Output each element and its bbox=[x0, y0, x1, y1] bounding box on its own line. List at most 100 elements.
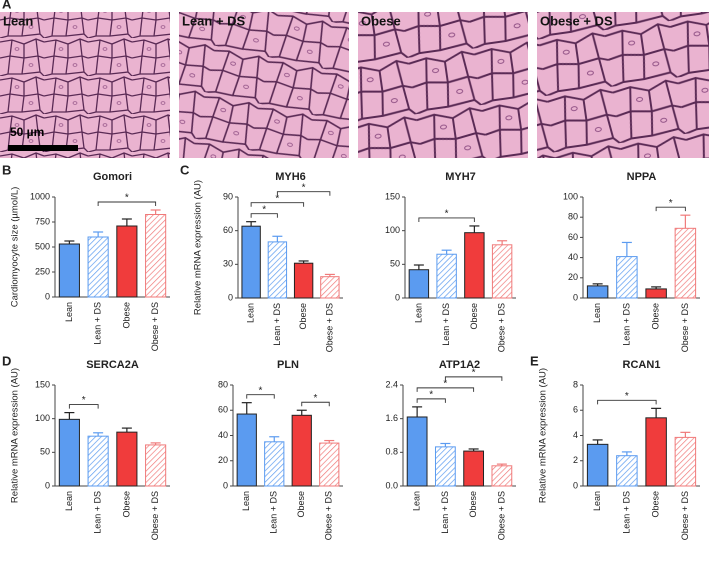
y-tick-label: 0 bbox=[228, 292, 233, 302]
bar bbox=[87, 236, 109, 298]
y-tick-label: 0 bbox=[223, 480, 228, 490]
bar bbox=[116, 225, 138, 298]
bar bbox=[267, 241, 288, 299]
x-tick-label: Lean bbox=[241, 491, 251, 511]
x-tick-label: Lean + DS bbox=[269, 491, 279, 534]
y-tick-label: 80 bbox=[218, 379, 228, 389]
y-tick-label: 100 bbox=[563, 191, 578, 201]
y-axis-label: Relative mRNA expression (AU) bbox=[10, 368, 21, 503]
chart-title: ATP1A2 bbox=[439, 359, 480, 371]
x-tick-label: Lean bbox=[64, 302, 74, 322]
significance-label: * bbox=[82, 395, 86, 406]
bar bbox=[145, 444, 167, 487]
significance-label: * bbox=[669, 198, 673, 209]
x-tick-label: Lean bbox=[592, 491, 602, 511]
significance-bracket bbox=[250, 213, 278, 218]
bar-chart: PLN 0 20 40 60 80 Lean Lean + DS Obese Obese + DS… bbox=[218, 359, 343, 540]
x-tick-label: Lean + DS bbox=[272, 303, 282, 346]
histology-label: Lean + DS bbox=[182, 14, 246, 29]
bar bbox=[586, 285, 609, 299]
bar bbox=[236, 413, 257, 487]
significance-label: * bbox=[262, 204, 266, 215]
bar bbox=[674, 436, 697, 487]
chart-title: PLN bbox=[277, 359, 299, 371]
y-tick-label: 0 bbox=[573, 480, 578, 490]
histology-image bbox=[179, 12, 349, 158]
x-tick-label: Lean bbox=[246, 303, 256, 323]
chart-title: NPPA bbox=[627, 171, 657, 183]
significance-bracket bbox=[276, 191, 331, 196]
y-tick-label: 100 bbox=[35, 413, 50, 423]
histology-label: Obese bbox=[361, 14, 401, 29]
y-tick-label: 0 bbox=[45, 291, 50, 301]
bar bbox=[645, 417, 667, 487]
y-axis-label: Relative mRNA expression (AU) bbox=[538, 368, 549, 503]
y-tick-label: 0.8 bbox=[385, 447, 398, 457]
scale-bar-label: 50 µm bbox=[10, 125, 44, 139]
bar bbox=[674, 227, 697, 299]
bar bbox=[463, 450, 485, 487]
bar bbox=[406, 416, 428, 487]
y-tick-label: 250 bbox=[35, 266, 50, 276]
bar bbox=[319, 442, 340, 487]
x-tick-label: Obese + DS bbox=[680, 303, 690, 352]
y-tick-label: 90 bbox=[223, 191, 233, 201]
y-tick-label: 60 bbox=[568, 232, 578, 242]
y-tick-label: 50 bbox=[390, 259, 400, 269]
bar-chart: ATP1A2 0.0 0.8 1.6 2.4 Lean Lean + DS Obese Obes… bbox=[385, 359, 516, 540]
significance-bracket bbox=[416, 398, 446, 403]
x-tick-label: Obese + DS bbox=[680, 491, 690, 540]
x-tick-label: Lean + DS bbox=[621, 303, 631, 346]
y-axis-label: Relative mRNA expression (AU) bbox=[193, 180, 204, 315]
y-tick-label: 30 bbox=[223, 259, 233, 269]
x-tick-label: Obese + DS bbox=[150, 491, 160, 540]
significance-bracket bbox=[655, 206, 686, 212]
bar bbox=[241, 225, 261, 299]
histology-image bbox=[537, 12, 709, 158]
bar bbox=[293, 262, 314, 299]
x-tick-label: Obese bbox=[469, 303, 479, 330]
significance-label: * bbox=[445, 209, 449, 220]
x-tick-label: Lean + DS bbox=[440, 491, 450, 534]
chart-title: SERCA2A bbox=[86, 359, 139, 371]
x-tick-label: Obese bbox=[296, 491, 306, 518]
x-tick-label: Lean bbox=[413, 303, 423, 323]
significance-bracket bbox=[301, 401, 330, 407]
significance-bracket bbox=[68, 404, 99, 409]
y-tick-label: 150 bbox=[385, 191, 400, 201]
bar bbox=[616, 256, 638, 299]
bar bbox=[645, 288, 667, 299]
y-tick-label: 8 bbox=[573, 379, 578, 389]
bar bbox=[436, 253, 457, 299]
y-tick-label: 100 bbox=[385, 225, 400, 235]
significance-label: * bbox=[302, 182, 306, 193]
x-tick-label: Obese + DS bbox=[324, 303, 334, 352]
y-tick-label: 4 bbox=[573, 430, 578, 440]
scale-bar bbox=[8, 145, 78, 151]
significance-bracket bbox=[97, 201, 157, 206]
histology-label: Obese + DS bbox=[540, 14, 613, 29]
panel-letter: C bbox=[180, 162, 190, 177]
histology-label: Lean bbox=[3, 14, 33, 29]
x-tick-label: Lean + DS bbox=[621, 491, 631, 534]
bar-chart: NPPA 0 20 40 60 80 100 Lean Lean + DS Obese Obese … bbox=[563, 171, 700, 352]
y-tick-label: 2.4 bbox=[385, 379, 398, 389]
significance-label: * bbox=[625, 391, 629, 402]
significance-bracket bbox=[597, 399, 657, 405]
x-tick-label: Obese + DS bbox=[150, 302, 160, 351]
significance-label: * bbox=[472, 368, 476, 379]
y-tick-label: 50 bbox=[40, 447, 50, 457]
chart-title: MYH7 bbox=[445, 171, 476, 183]
histology-image bbox=[0, 12, 170, 158]
bar bbox=[616, 455, 638, 487]
y-tick-label: 40 bbox=[568, 252, 578, 262]
y-tick-label: 750 bbox=[35, 216, 50, 226]
bar bbox=[434, 446, 456, 487]
significance-bracket bbox=[444, 376, 503, 381]
panel-letter: E bbox=[530, 353, 539, 368]
x-tick-label: Lean + DS bbox=[93, 491, 103, 534]
significance-label: * bbox=[429, 390, 433, 401]
y-tick-label: 80 bbox=[568, 212, 578, 222]
x-tick-label: Obese + DS bbox=[497, 303, 507, 352]
